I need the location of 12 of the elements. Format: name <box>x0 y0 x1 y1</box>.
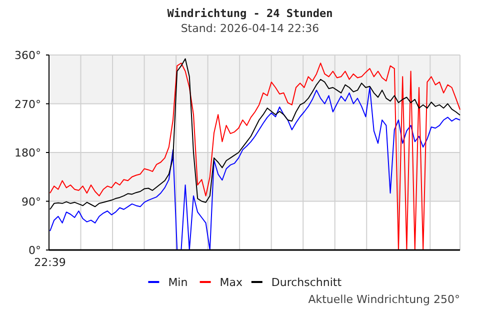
y-tick-label: 270° <box>14 98 41 111</box>
x-tick-label: 22:39 <box>34 256 66 269</box>
legend-label: Durchschnitt <box>271 276 342 289</box>
y-tick-label: 0° <box>28 244 41 257</box>
y-tick-label: 90° <box>22 195 41 208</box>
y-tick-label: 180° <box>14 146 41 160</box>
chart-subtitle: Stand: 2026-04-14 22:36 <box>180 22 320 35</box>
text: Aktuelle Windrichtung 250° <box>308 293 460 306</box>
legend-label: Max <box>220 276 244 289</box>
chart-title: Windrichtung - 24 Stunden <box>167 7 333 20</box>
legend-label: Min <box>168 276 188 289</box>
y-tick-label: 360° <box>14 49 41 62</box>
